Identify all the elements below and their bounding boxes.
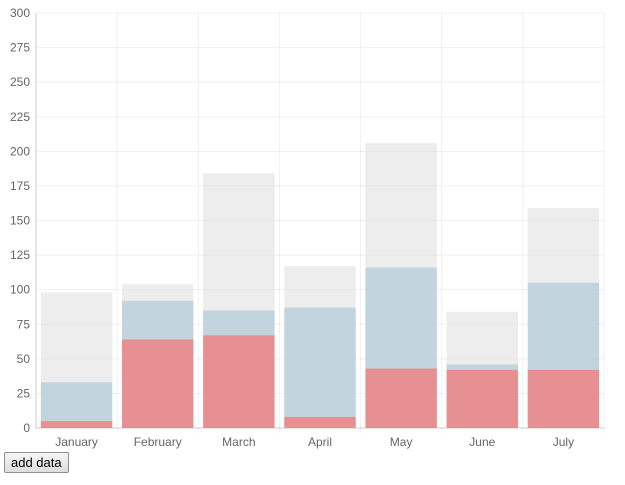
y-tick-label: 300 — [10, 6, 30, 20]
y-tick-label: 275 — [10, 41, 30, 55]
y-tick-label: 200 — [10, 144, 30, 158]
bar-series-1-june — [446, 369, 518, 428]
y-tick-label: 225 — [10, 110, 30, 124]
bar-series-1-january — [40, 421, 113, 428]
y-tick-label: 50 — [17, 352, 31, 366]
x-tick-label: January — [55, 435, 98, 449]
y-tick-label: 150 — [10, 214, 30, 228]
y-tick-label: 25 — [17, 386, 31, 400]
chart-svg: 0 25 50 75 100 125 150 175 200 225 250 275 300 Januar… — [10, 6, 605, 449]
x-tick-label: February — [134, 435, 182, 449]
y-tick-label: 125 — [10, 248, 30, 262]
x-tick-label: April — [308, 435, 332, 449]
y-tick-label: 100 — [10, 283, 30, 297]
y-tick-label: 250 — [10, 75, 30, 89]
x-tick-label: July — [553, 435, 574, 449]
x-tick-label: June — [469, 435, 495, 449]
bar-series-1-april — [284, 416, 356, 428]
bar-series-1-february — [122, 339, 194, 428]
x-tick-label: May — [390, 435, 413, 449]
bar-series-1-may — [365, 368, 437, 428]
bar-series-2-january — [40, 382, 113, 428]
x-tick-label: March — [222, 435, 255, 449]
bar-series-1-july — [527, 369, 600, 428]
bar-series-2-april — [284, 307, 356, 428]
y-tick-label: 0 — [23, 421, 30, 435]
axis-layer: 0 25 50 75 100 125 150 175 200 225 250 275 300 Januar… — [10, 6, 574, 449]
bars-layer — [40, 143, 600, 429]
add-data-button[interactable]: add data — [4, 452, 69, 473]
bar-chart: 0 25 50 75 100 125 150 175 200 225 250 275 300 Januar… — [10, 6, 605, 449]
grid-layer — [35, 12, 605, 433]
y-tick-label: 175 — [10, 179, 30, 193]
y-tick-label: 75 — [17, 317, 31, 331]
bar-series-1-march — [203, 335, 275, 428]
